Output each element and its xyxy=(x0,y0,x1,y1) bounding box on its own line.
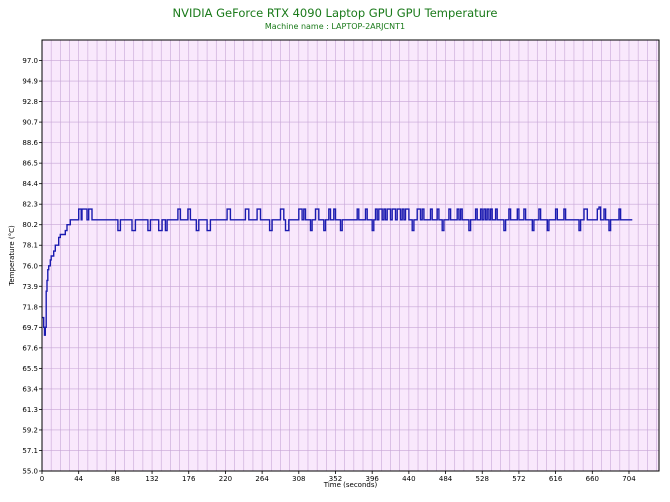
y-tick-label: 92.8 xyxy=(22,98,38,106)
x-tick-label: 484 xyxy=(439,475,453,483)
chart-title: NVIDIA GeForce RTX 4090 Laptop GPU GPU T… xyxy=(172,6,498,20)
y-tick-label: 97.0 xyxy=(22,57,38,65)
x-tick-label: 308 xyxy=(292,475,305,483)
x-tick-label: 44 xyxy=(74,475,83,483)
y-tick-label: 61.3 xyxy=(22,406,38,414)
x-tick-label: 88 xyxy=(111,475,120,483)
x-tick-label: 264 xyxy=(255,475,269,483)
x-tick-label: 220 xyxy=(219,475,232,483)
y-tick-label: 82.3 xyxy=(22,201,38,209)
x-tick-label: 352 xyxy=(329,475,342,483)
y-tick-label: 80.2 xyxy=(22,221,38,229)
x-tick-label: 396 xyxy=(365,475,379,483)
y-tick-label: 73.9 xyxy=(22,283,38,291)
series-line-gpu-temperature xyxy=(42,206,633,336)
x-tick-label: 704 xyxy=(622,475,636,483)
x-axis-label: Time (seconds) xyxy=(323,481,378,489)
x-tick-label: 132 xyxy=(145,475,158,483)
y-tick-label: 69.7 xyxy=(22,324,38,332)
y-tick-label: 59.2 xyxy=(22,426,38,434)
x-tick-label: 572 xyxy=(512,475,525,483)
y-tick-label: 67.6 xyxy=(22,344,38,352)
x-tick-label: 176 xyxy=(182,475,196,483)
y-tick-label: 78.1 xyxy=(22,242,38,250)
chart-subtitle: Machine name : LAPTOP-2ARJCNT1 xyxy=(264,22,406,31)
y-tick-label: 84.4 xyxy=(22,180,38,188)
y-tick-label: 86.5 xyxy=(22,160,38,168)
y-tick-label: 71.8 xyxy=(22,303,38,311)
y-tick-label: 63.4 xyxy=(22,385,38,393)
y-tick-label: 90.7 xyxy=(22,119,38,127)
grid xyxy=(41,40,659,472)
plot-area xyxy=(42,40,659,471)
y-tick-label: 94.9 xyxy=(22,78,38,86)
y-axis-label: Temperature (°C) xyxy=(8,225,16,287)
y-tick-label: 65.5 xyxy=(22,365,38,373)
x-tick-label: 616 xyxy=(549,475,563,483)
y-tick-label: 76.0 xyxy=(22,262,38,270)
y-tick-label: 88.6 xyxy=(22,139,38,147)
y-tick-label: 57.1 xyxy=(22,447,38,455)
x-tick-label: 0 xyxy=(40,475,44,483)
x-tick-label: 440 xyxy=(402,475,415,483)
x-tick-label: 660 xyxy=(586,475,599,483)
plot-border xyxy=(41,39,660,472)
x-tick-label: 528 xyxy=(476,475,489,483)
y-tick-label: 55.0 xyxy=(22,468,38,476)
